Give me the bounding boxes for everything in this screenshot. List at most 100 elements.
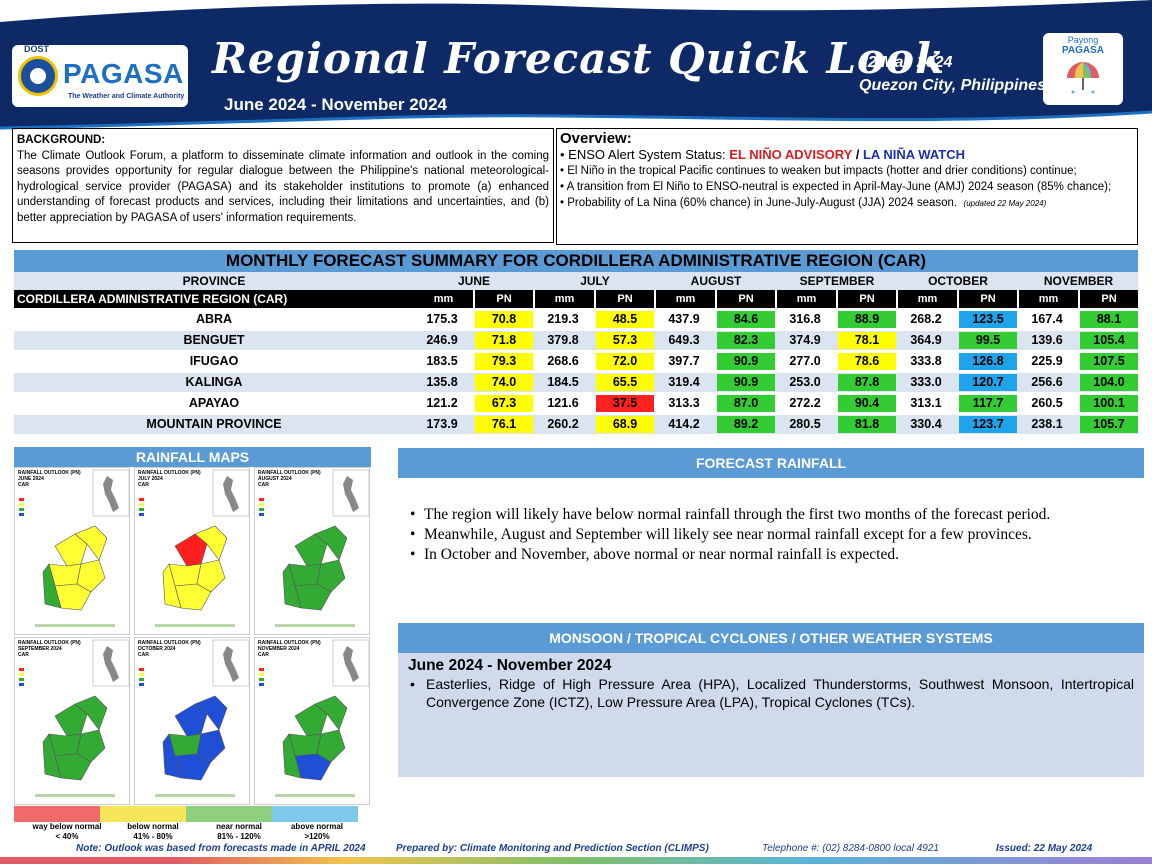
mm-value: 260.5 xyxy=(1031,396,1063,410)
weather-systems-title: MONSOON / TROPICAL CYCLONES / OTHER WEAT… xyxy=(398,623,1144,653)
map-title: RAINFALL OUTLOOK (PN) JULY 2024 CAR xyxy=(138,470,201,488)
pn-value: 74.0 xyxy=(475,374,533,391)
pn-value: 70.8 xyxy=(475,311,533,328)
rainfall-maps-title: RAINFALL MAPS xyxy=(14,447,371,467)
footer-telephone: Telephone #: (02) 8284-0800 local 4921 xyxy=(762,843,939,854)
province-region xyxy=(74,695,108,731)
province-region xyxy=(196,729,226,763)
pn-value: 90.4 xyxy=(838,395,896,412)
philippines-outline xyxy=(103,476,119,512)
legend-label: below normal xyxy=(127,822,179,831)
overview-bullet-4: • Probability of La Nina (60% chance) in… xyxy=(560,195,1134,212)
pn-value: 65.5 xyxy=(596,374,654,391)
pn-value: 78.6 xyxy=(838,353,896,370)
legend-swatch-near xyxy=(186,806,272,822)
pn-header: PN xyxy=(717,290,775,308)
map-title-title: RAINFALL OUTLOOK (PN) xyxy=(138,640,201,646)
mm-value: 253.0 xyxy=(789,375,821,389)
mm-value: 268.2 xyxy=(910,312,942,326)
mm-value: 173.9 xyxy=(426,417,458,431)
issue-date: 22 May 2024 xyxy=(859,54,953,71)
enso-status-label: • ENSO Alert System Status: xyxy=(560,147,730,162)
map-legend-swatch xyxy=(19,508,24,511)
map-title-month: NOVEMBER 2024 xyxy=(258,646,300,652)
province-region xyxy=(282,733,302,779)
map-title: RAINFALL OUTLOOK (PN) JUNE 2024 CAR xyxy=(18,470,81,488)
map-legend-swatch xyxy=(19,678,24,681)
mm-header: mm xyxy=(777,290,836,308)
province-region xyxy=(76,559,106,593)
map-title-region: CAR xyxy=(258,652,269,658)
weather-systems-period: June 2024 - November 2024 xyxy=(408,657,612,674)
umbrella-icon xyxy=(1067,62,1099,94)
map-color-scale xyxy=(155,794,235,797)
mm-value: 649.3 xyxy=(668,333,700,347)
map-legend-swatch xyxy=(139,508,144,511)
mm-value: 364.9 xyxy=(910,333,942,347)
province-region xyxy=(294,533,328,567)
mm-value: 139.6 xyxy=(1031,333,1063,347)
province-name: MOUNTAIN PROVINCE xyxy=(146,417,282,431)
mm-value: 260.2 xyxy=(547,417,579,431)
pn-header: PN xyxy=(959,290,1017,308)
map-color-scale xyxy=(35,624,115,627)
map-legend-swatch xyxy=(259,513,264,516)
table-month-header: PROVINCE JUNE JULY AUGUST SEPTEMBER OCTO… xyxy=(14,272,1138,290)
rainfall-maps-grid: RAINFALL OUTLOOK (PN) JUNE 2024 CAR RAINFAL… xyxy=(14,467,371,807)
mm-value: 238.1 xyxy=(1031,417,1063,431)
mm-value: 374.9 xyxy=(789,333,821,347)
map-title-month: JULY 2024 xyxy=(138,476,163,482)
province-name: APAYAO xyxy=(188,396,240,410)
forecast-table-title: MONTHLY FORECAST SUMMARY FOR CORDILLERA … xyxy=(14,250,1138,272)
map-color-scale xyxy=(35,794,115,797)
legend-range: 41% - 80% xyxy=(133,832,173,841)
map-title-title: RAINFALL OUTLOOK (PN) xyxy=(138,470,201,476)
province-region xyxy=(42,563,62,609)
map-title: RAINFALL OUTLOOK (PN) AUGUST 2024 CAR xyxy=(258,470,321,488)
mm-value: 414.2 xyxy=(668,417,700,431)
forecast-rainfall-list: The region will likely have below normal… xyxy=(408,505,1144,565)
province-region xyxy=(314,695,348,731)
province-name: KALINGA xyxy=(185,375,243,389)
overview-heading: Overview: xyxy=(560,130,632,147)
map-title-month: OCTOBER 2024 xyxy=(138,646,176,652)
car-province-map xyxy=(19,469,129,627)
rainfall-legend xyxy=(14,806,358,822)
pn-value: 89.2 xyxy=(717,416,775,433)
map-legend-swatch xyxy=(139,668,144,671)
header-wave xyxy=(0,0,1152,130)
pn-value: 123.7 xyxy=(959,416,1017,433)
philippines-outline xyxy=(223,646,239,682)
background-section: BACKGROUND: The Climate Outlook Forum, a… xyxy=(12,128,554,243)
overview-updated: (updated 22 May 2024) xyxy=(963,199,1047,208)
mm-value: 330.4 xyxy=(910,417,942,431)
legend-label: way below normal xyxy=(32,822,102,831)
map-legend-swatch xyxy=(19,673,24,676)
rainfall-map-card: RAINFALL OUTLOOK (PN) OCTOBER 2024 CAR xyxy=(134,637,250,805)
mm-value: 246.9 xyxy=(426,333,458,347)
la-nina-watch: LA NIÑA WATCH xyxy=(862,147,965,162)
philippines-outline xyxy=(223,476,239,512)
philippines-outline xyxy=(343,476,359,512)
map-legend-swatch xyxy=(19,683,24,686)
mm-value: 272.2 xyxy=(789,396,821,410)
pn-value: 37.5 xyxy=(596,395,654,412)
map-title-month: JUNE 2024 xyxy=(18,476,44,482)
mm-value: 121.6 xyxy=(547,396,579,410)
legend-range: 81% - 120% xyxy=(217,832,261,841)
map-title-region: CAR xyxy=(138,482,149,488)
map-legend-swatch xyxy=(19,513,24,516)
forecast-item: Meanwhile, August and September will lik… xyxy=(408,525,1144,545)
map-legend-swatch xyxy=(139,678,144,681)
mm-value: 437.9 xyxy=(668,312,700,326)
footer-note: Note: Outlook was based from forecasts m… xyxy=(76,843,366,854)
mm-value: 397.7 xyxy=(668,354,700,368)
issue-place: Quezon City, Philippines xyxy=(859,77,1046,94)
pn-header: PN xyxy=(475,290,533,308)
mm-value: 268.6 xyxy=(547,354,579,368)
pn-header: PN xyxy=(596,290,654,308)
pn-value: 123.5 xyxy=(959,311,1017,328)
table-row: ABRA 175.3 70.8 219.3 48.5 437.9 84.6 316.8 88.9… xyxy=(14,310,1138,329)
map-title: RAINFALL OUTLOOK (PN) NOVEMBER 2024 CAR xyxy=(258,640,321,658)
philippines-outline xyxy=(343,646,359,682)
